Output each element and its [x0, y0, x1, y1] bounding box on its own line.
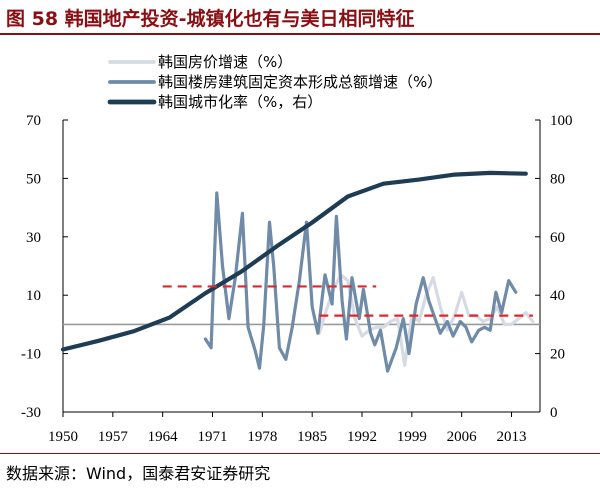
- left-axis-tick-label: 70: [26, 113, 41, 129]
- x-axis-tick-label: 1950: [48, 429, 78, 445]
- x-axis-tick-label: 1999: [397, 429, 427, 445]
- left-axis-tick-label: 10: [26, 288, 41, 304]
- right-axis-tick-label: 100: [550, 113, 573, 129]
- source-rule: [0, 453, 600, 454]
- x-axis-tick-label: 1992: [347, 429, 377, 445]
- x-axis-tick-label: 1978: [247, 429, 277, 445]
- title-rule: [0, 33, 600, 35]
- x-axis-tick-label: 1957: [98, 429, 129, 445]
- legend-label-1: 韩国房价增速（%）: [158, 53, 292, 71]
- legend-label-3: 韩国城市化率（%，右）: [158, 93, 322, 111]
- title-bar: 图 58 韩国地产投资-城镇化也有与美日相同特征: [0, 0, 600, 35]
- right-axis-tick-label: 40: [550, 288, 565, 304]
- legend-label-2: 韩国楼房建筑固定资本形成总额增速（%）: [158, 73, 442, 91]
- right-axis-tick-label: 60: [550, 230, 565, 246]
- x-axis-tick-label: 2006: [447, 429, 478, 445]
- right-axis-tick-label: 80: [550, 171, 565, 187]
- figure-title: 图 58 韩国地产投资-城镇化也有与美日相同特征: [6, 8, 415, 30]
- x-axis-tick-label: 1964: [148, 429, 179, 445]
- left-axis-tick-label: 50: [26, 171, 41, 187]
- right-axis-tick-label: 0: [550, 405, 558, 421]
- right-axis-tick-label: 20: [550, 347, 565, 363]
- x-axis-tick-label: 1971: [198, 429, 228, 445]
- series-line-3: [60, 170, 528, 352]
- left-axis-tick-label: -30: [21, 405, 41, 421]
- series-line-2: [203, 191, 518, 373]
- x-axis-tick-label: 1985: [297, 429, 327, 445]
- x-axis-tick-label: 2013: [497, 429, 527, 445]
- left-axis-tick-label: -10: [21, 347, 41, 363]
- left-axis-tick-label: 30: [26, 230, 41, 246]
- source-note: 数据来源：Wind，国泰君安证券研究: [6, 464, 271, 483]
